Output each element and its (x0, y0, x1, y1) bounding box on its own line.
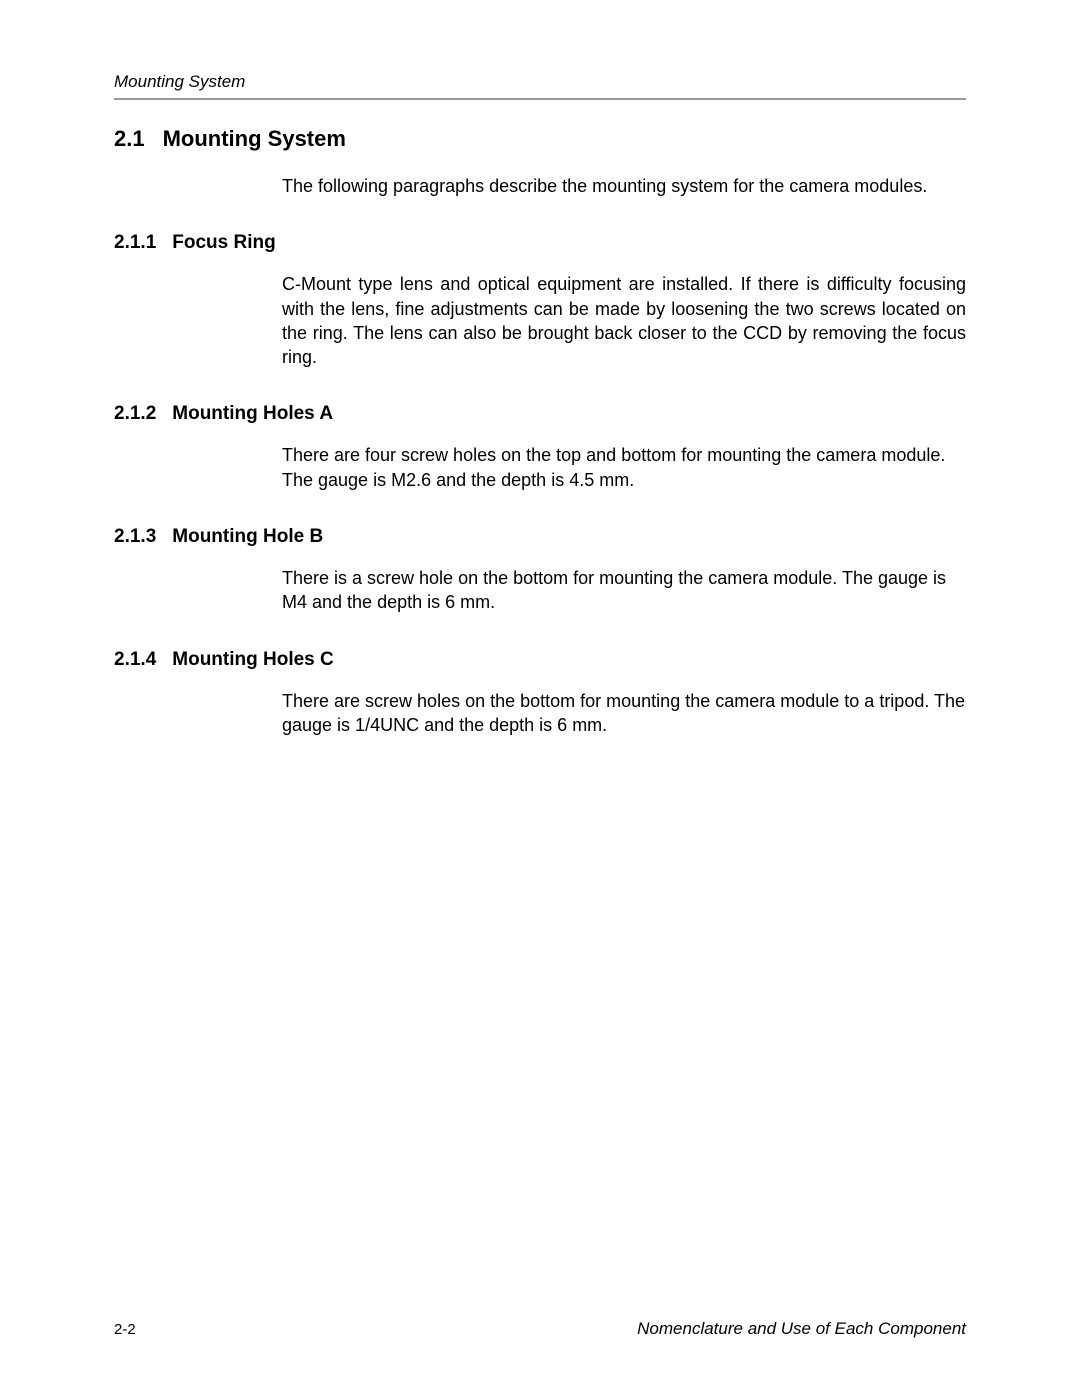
section-body-2-1-4: There are screw holes on the bottom for … (282, 689, 966, 738)
section-heading-2-1-3: 2.1.3 Mounting Hole B (114, 526, 966, 548)
section-body-2-1-1: C-Mount type lens and optical equipment … (282, 272, 966, 369)
section-body-2-1-3: There is a screw hole on the bottom for … (282, 566, 966, 615)
section-heading-2-1-1: 2.1.1 Focus Ring (114, 232, 966, 254)
section-number: 2.1.4 (114, 649, 156, 671)
footer-page-number: 2-2 (114, 1321, 136, 1338)
section-number: 2.1.3 (114, 526, 156, 548)
page: Mounting System 2.1 Mounting System The f… (0, 0, 1080, 1397)
section-number: 2.1.2 (114, 403, 156, 425)
section-heading-2-1-2: 2.1.2 Mounting Holes A (114, 403, 966, 425)
running-head: Mounting System (114, 72, 966, 100)
section-title: Mounting System (163, 126, 346, 151)
section-number: 2.1.1 (114, 232, 156, 254)
section-title: Focus Ring (172, 232, 275, 253)
section-title: Mounting Holes A (172, 403, 333, 424)
page-footer: 2-2 Nomenclature and Use of Each Compone… (114, 1319, 966, 1339)
section-body-2-1-2: There are four screw holes on the top an… (282, 443, 966, 492)
footer-chapter-title: Nomenclature and Use of Each Component (637, 1319, 966, 1339)
section-title: Mounting Hole B (172, 526, 323, 547)
section-heading-2-1: 2.1 Mounting System (114, 126, 966, 152)
section-title: Mounting Holes C (172, 649, 333, 670)
section-number: 2.1 (114, 126, 145, 152)
section-body-2-1: The following paragraphs describe the mo… (282, 174, 966, 198)
section-heading-2-1-4: 2.1.4 Mounting Holes C (114, 649, 966, 671)
